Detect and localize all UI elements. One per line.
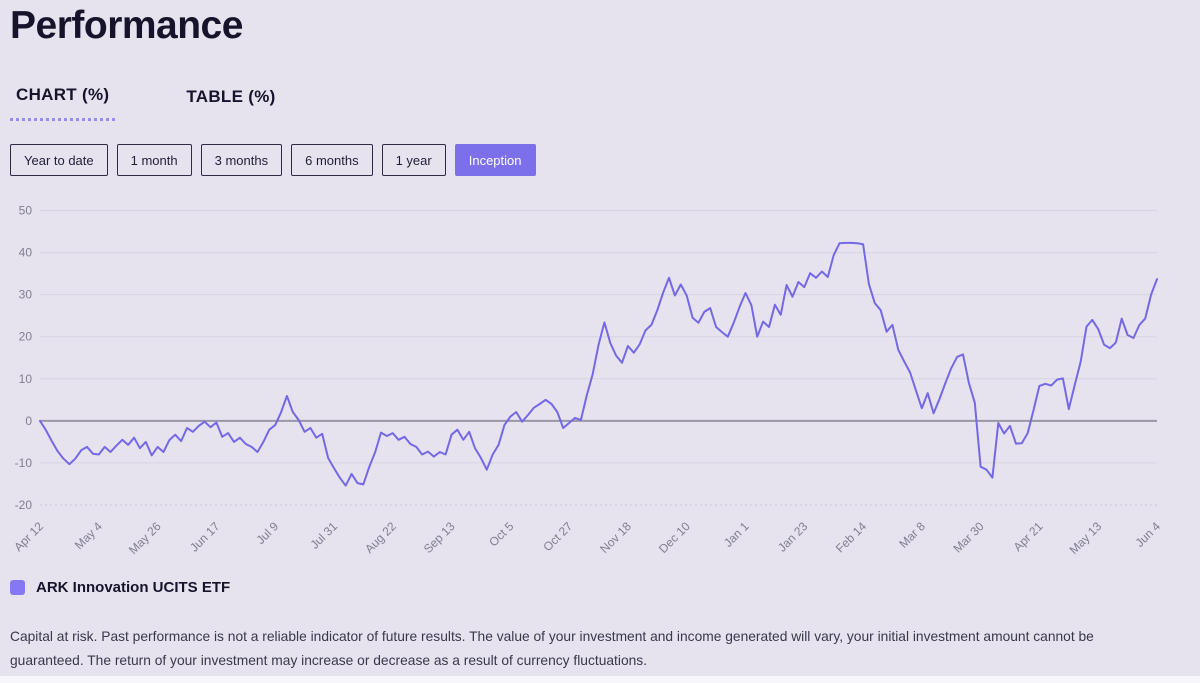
y-tick-label: 10 — [19, 372, 33, 386]
legend-series-label: ARK Innovation UCITS ETF — [36, 579, 231, 596]
x-tick-label: Jan 23 — [775, 519, 811, 555]
x-tick-label: Jan 1 — [721, 519, 752, 550]
x-tick-label: May 26 — [126, 519, 164, 557]
x-tick-label: Dec 10 — [656, 519, 693, 556]
x-tick-label: Mar 8 — [896, 519, 928, 551]
x-tick-label: Jul 31 — [308, 519, 341, 552]
x-tick-label: Feb 14 — [833, 519, 870, 556]
y-tick-label: 40 — [19, 246, 33, 260]
performance-chart[interactable]: 50 40 30 20 10 0 -10 -20 Apr 12 May 4 May 26 Jun 17… — [0, 200, 1200, 570]
y-tick-label: 30 — [19, 288, 33, 302]
y-tick-label: -20 — [15, 498, 33, 512]
x-tick-label: Sep 13 — [421, 519, 458, 556]
legend-color-swatch — [10, 580, 25, 595]
y-tick-label: 0 — [25, 414, 32, 428]
x-tick-label: May 4 — [72, 519, 105, 552]
x-tick-label: Jul 9 — [253, 519, 281, 547]
range-year-to-date-button[interactable]: Year to date — [10, 144, 108, 176]
range-1-month-button[interactable]: 1 month — [116, 144, 192, 176]
tab-chart[interactable]: CHART (%) — [10, 84, 116, 121]
range-3-months-button[interactable]: 3 months — [200, 144, 283, 176]
range-1-year-button[interactable]: 1 year — [381, 144, 446, 176]
x-tick-label: Apr 12 — [11, 519, 46, 554]
x-tick-label: Jun 17 — [187, 519, 223, 555]
y-tick-label: 50 — [19, 204, 33, 218]
y-tick-label: 20 — [19, 330, 33, 344]
x-tick-label: Oct 5 — [486, 519, 516, 549]
x-tick-label: Nov 18 — [597, 519, 634, 556]
series-line — [39, 241, 1158, 487]
tab-table[interactable]: TABLE (%) — [180, 84, 281, 121]
x-tick-label: Aug 22 — [362, 519, 399, 556]
y-tick-label: -10 — [15, 456, 33, 470]
x-tick-label: Mar 30 — [950, 519, 987, 556]
performance-chart-svg: 50 40 30 20 10 0 -10 -20 Apr 12 May 4 May 26 Jun 17… — [11, 204, 1163, 557]
chart-legend: ARK Innovation UCITS ETF — [10, 579, 230, 596]
range-inception-button[interactable]: Inception — [454, 144, 536, 176]
page-bottom-edge — [0, 676, 1200, 683]
time-range-buttons: Year to date 1 month 3 months 6 months 1… — [10, 144, 536, 176]
page-title: Performance — [10, 4, 243, 47]
x-tick-label: May 13 — [1067, 519, 1105, 557]
x-tick-label: Oct 27 — [540, 519, 575, 554]
view-tabs: CHART (%) TABLE (%) — [10, 84, 282, 121]
x-tick-label: Jun 4 — [1132, 519, 1163, 550]
risk-disclaimer-text: Capital at risk. Past performance is not… — [10, 628, 1094, 669]
range-6-months-button[interactable]: 6 months — [291, 144, 373, 176]
x-tick-label: Apr 21 — [1011, 519, 1046, 554]
